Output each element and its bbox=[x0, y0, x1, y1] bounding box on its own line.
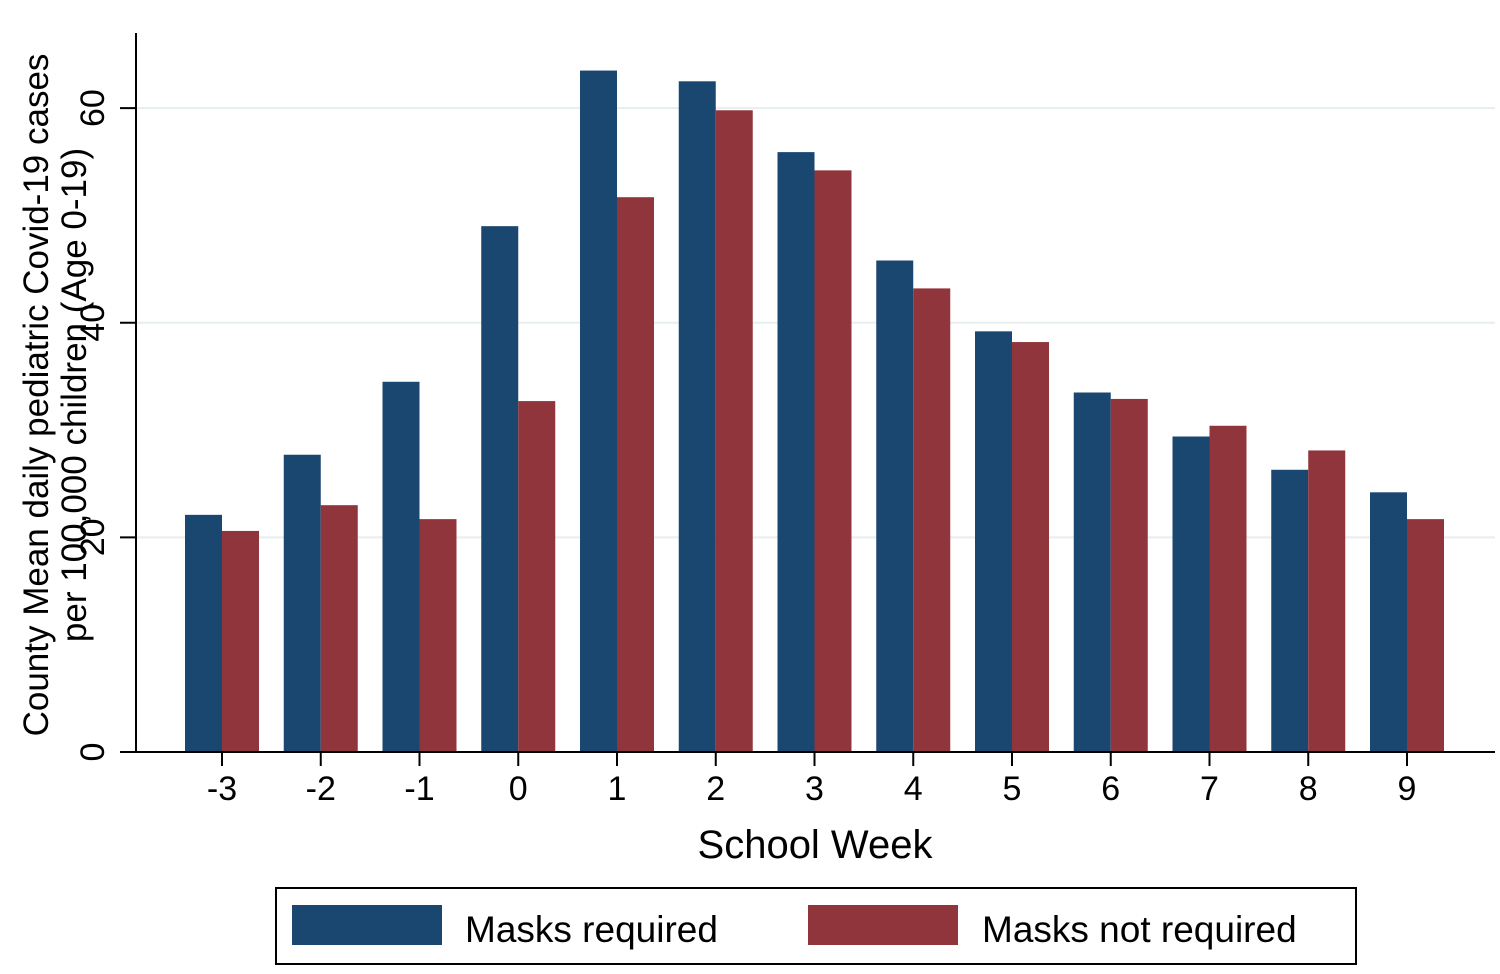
legend-swatch-masks-not-required bbox=[808, 905, 958, 945]
bar-masks-not-required-week-1 bbox=[617, 197, 654, 752]
x-tick-label-8: 8 bbox=[1299, 770, 1318, 808]
bar-masks-not-required-week-7 bbox=[1209, 425, 1247, 752]
bar-masks-required-week-3 bbox=[777, 152, 815, 752]
legend-label-masks-required: Masks required bbox=[465, 909, 718, 950]
bar-masks-not-required-week-6 bbox=[1110, 398, 1148, 752]
y-axis-title-line1: County Mean daily pediatric Covid-19 cas… bbox=[17, 54, 56, 737]
bar-masks-not-required-week--3 bbox=[222, 530, 259, 752]
y-ticks: 0 20 40 60 bbox=[74, 89, 136, 761]
y-tick-label-40: 40 bbox=[74, 304, 112, 342]
bar-masks-not-required-week-5 bbox=[1012, 342, 1049, 752]
legend: Masks required Masks not required bbox=[275, 887, 1357, 965]
bar-masks-required-week-0 bbox=[481, 226, 519, 752]
bar-masks-required-week--1 bbox=[382, 381, 420, 752]
x-tick-label-7: 7 bbox=[1200, 770, 1219, 808]
bar-masks-not-required-week-4 bbox=[913, 288, 951, 752]
x-tick-label--3: -3 bbox=[207, 770, 237, 808]
bar-masks-required-week-9 bbox=[1370, 492, 1407, 752]
x-tick-label-2: 2 bbox=[706, 770, 725, 808]
bars bbox=[185, 70, 1444, 753]
y-tick-label-60: 60 bbox=[74, 89, 112, 127]
bar-masks-not-required-week-3 bbox=[814, 170, 852, 752]
x-tick-label--2: -2 bbox=[306, 770, 336, 808]
x-ticks: -3 -2 -1 0 1 2 3 4 5 6 7 8 9 bbox=[207, 752, 1417, 808]
bar-masks-required-week-7 bbox=[1172, 436, 1210, 752]
y-tick-label-20: 20 bbox=[74, 518, 112, 556]
bar-masks-not-required-week--1 bbox=[419, 519, 457, 752]
bar-masks-required-week--3 bbox=[185, 514, 222, 752]
bar-masks-required-week-8 bbox=[1271, 469, 1309, 752]
y-axis-title: County Mean daily pediatric Covid-19 cas… bbox=[17, 54, 94, 737]
bar-masks-required-week-4 bbox=[876, 260, 914, 752]
x-tick-label-6: 6 bbox=[1101, 770, 1120, 808]
x-tick-label-3: 3 bbox=[805, 770, 824, 808]
bar-masks-not-required-week--2 bbox=[320, 505, 358, 752]
bar-masks-required-week-6 bbox=[1073, 392, 1111, 752]
bar-masks-not-required-week-2 bbox=[715, 110, 753, 752]
legend-label-masks-not-required: Masks not required bbox=[982, 909, 1297, 950]
axes bbox=[120, 33, 1495, 753]
x-tick-label-1: 1 bbox=[608, 770, 627, 808]
bar-masks-not-required-week-9 bbox=[1407, 519, 1444, 752]
x-tick-label-9: 9 bbox=[1398, 770, 1417, 808]
bar-masks-required-week-1 bbox=[580, 70, 617, 753]
bar-masks-not-required-week-0 bbox=[518, 401, 556, 752]
x-tick-label-0: 0 bbox=[509, 770, 528, 808]
bar-masks-not-required-week-8 bbox=[1308, 450, 1346, 752]
x-tick-label-4: 4 bbox=[904, 770, 923, 808]
bar-masks-required-week-2 bbox=[678, 81, 716, 753]
legend-box bbox=[275, 887, 1357, 965]
bar-masks-required-week--2 bbox=[283, 454, 321, 752]
y-axis-title-line2: per 100,000 children (Age 0-19) bbox=[55, 148, 94, 642]
legend-swatch-masks-required bbox=[292, 905, 442, 945]
x-axis-title: School Week bbox=[698, 823, 934, 867]
x-tick-label-5: 5 bbox=[1003, 770, 1022, 808]
y-tick-label-0: 0 bbox=[74, 743, 112, 762]
x-tick-label--1: -1 bbox=[404, 770, 434, 808]
bar-masks-required-week-5 bbox=[975, 331, 1012, 752]
